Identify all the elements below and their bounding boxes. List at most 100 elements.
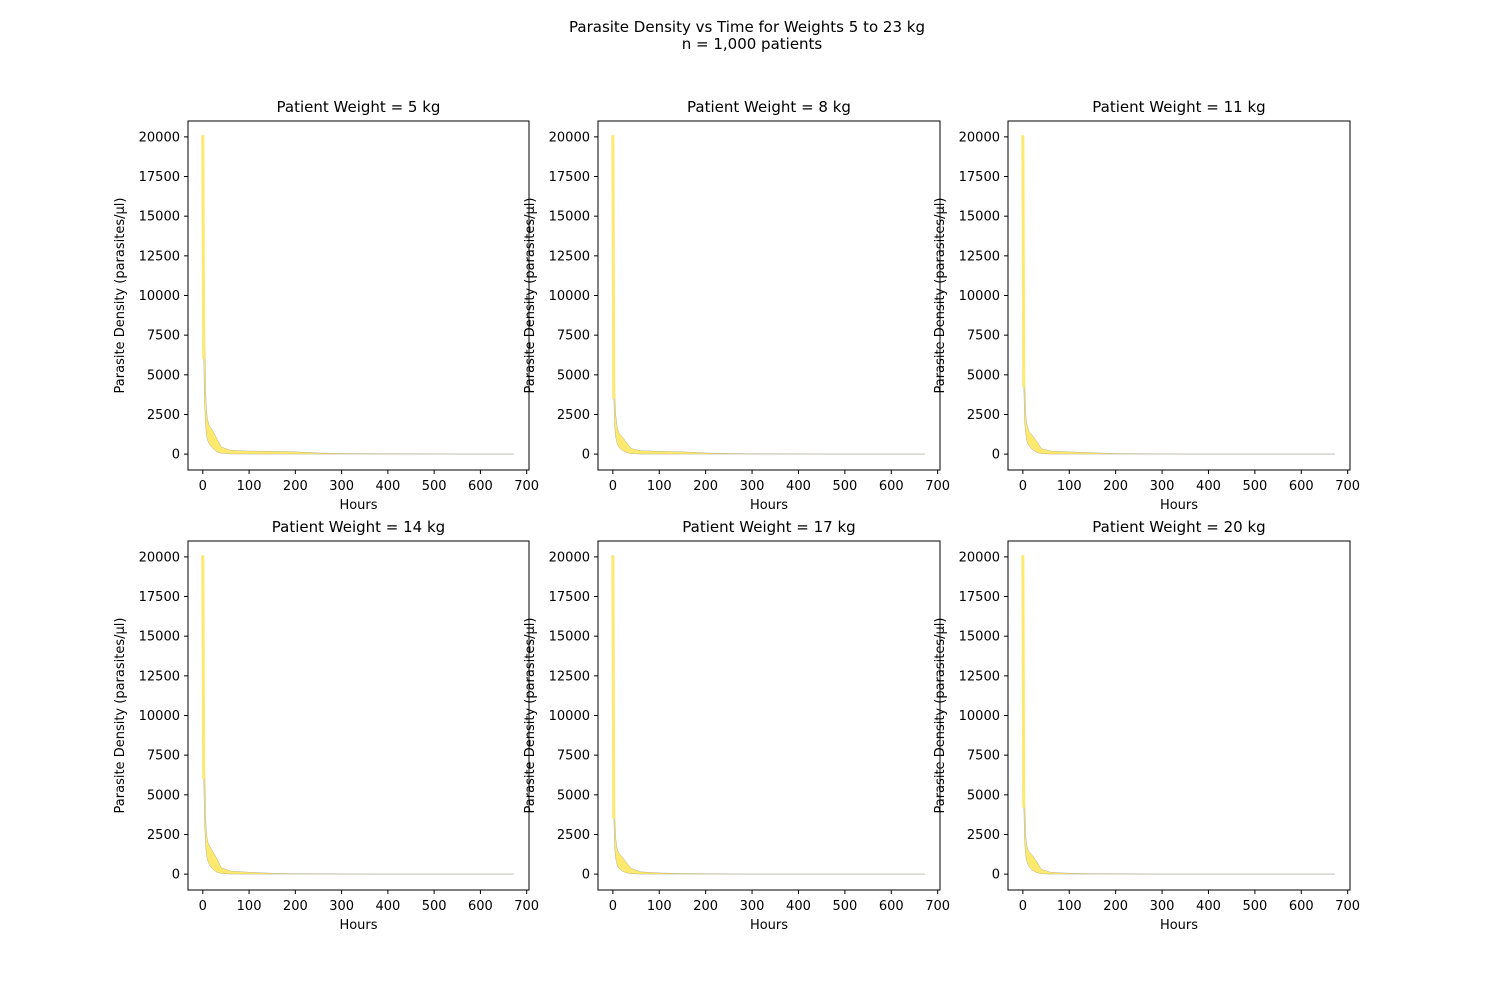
y-tick-label: 10000 [549,709,590,724]
y-axis-label: Parasite Density (parasites/µl) [933,198,948,394]
figure-subtitle: n = 1,000 patients [682,35,823,53]
x-tick-label: 700 [1335,899,1360,914]
x-tick-label: 600 [468,479,493,494]
initial-spike [611,135,616,399]
y-tick-label: 0 [172,448,180,463]
density-lower-edge [1022,279,1335,455]
y-tick-label: 10000 [139,289,180,304]
x-tick-label: 100 [647,479,672,494]
x-tick-label: 300 [1150,479,1175,494]
x-tick-label: 300 [740,899,765,914]
x-tick-label: 600 [1289,899,1314,914]
y-tick-label: 15000 [549,210,590,225]
initial-spike [1021,135,1026,388]
x-tick-label: 400 [1196,479,1221,494]
x-tick-label: 400 [786,899,811,914]
x-tick-label: 600 [1289,479,1314,494]
x-tick-label: 400 [375,899,400,914]
y-tick-label: 10000 [959,289,1000,304]
x-tick-label: 700 [514,479,539,494]
y-tick-label: 7500 [557,749,590,764]
y-tick-label: 12500 [549,669,590,684]
x-tick-label: 100 [237,479,262,494]
x-tick-label: 0 [199,899,207,914]
subplot: Patient Weight = 8 kg 0 100 200 300 400 500 600… [523,98,950,513]
x-tick-label: 700 [1335,479,1360,494]
y-axis-label: Parasite Density (parasites/µl) [113,618,128,814]
density-lower-edge [612,747,925,875]
y-tick-label: 17500 [139,590,180,605]
y-tick-label: 7500 [557,329,590,344]
y-tick-label: 17500 [549,170,590,185]
density-lower-edge [202,559,514,875]
y-tick-label: 5000 [147,788,180,803]
subplot-title: Patient Weight = 20 kg [1092,518,1265,536]
x-tick-label: 100 [647,899,672,914]
y-tick-label: 20000 [139,550,180,565]
y-tick-label: 2500 [967,408,1000,423]
y-tick-label: 12500 [959,669,1000,684]
x-tick-label: 600 [879,899,904,914]
y-tick-label: 2500 [147,828,180,843]
subplot: Patient Weight = 11 kg 0 100 200 300 400 500 60… [933,98,1360,513]
x-tick-label: 200 [283,899,308,914]
x-tick-label: 100 [1057,479,1082,494]
x-tick-label: 700 [514,899,539,914]
y-tick-label: 17500 [549,590,590,605]
y-tick-label: 12500 [549,249,590,264]
y-tick-label: 15000 [139,210,180,225]
subplot-title: Patient Weight = 17 kg [682,518,855,536]
y-tick-label: 12500 [139,249,180,264]
y-tick-label: 20000 [549,550,590,565]
density-upper-edge [202,135,514,455]
density-lower-edge [1022,699,1335,875]
x-tick-label: 500 [1242,479,1267,494]
y-tick-label: 15000 [549,630,590,645]
subplot-title: Patient Weight = 5 kg [277,98,441,116]
x-tick-label: 600 [879,479,904,494]
initial-spike [201,135,206,359]
initial-spike [1021,555,1026,808]
x-tick-label: 300 [329,899,354,914]
subplot-title: Patient Weight = 11 kg [1092,98,1265,116]
subplot-grid: Patient Weight = 5 kg 0 100 200 300 400 500 600… [113,98,1360,933]
x-axis-label: Hours [339,918,377,933]
y-tick-label: 7500 [967,329,1000,344]
x-tick-label: 0 [1019,479,1027,494]
y-tick-label: 17500 [959,590,1000,605]
subplot-title: Patient Weight = 14 kg [272,518,445,536]
y-tick-label: 2500 [557,828,590,843]
y-tick-label: 0 [992,868,1000,883]
y-tick-label: 7500 [147,329,180,344]
x-tick-label: 200 [1103,479,1128,494]
y-tick-label: 0 [582,448,590,463]
y-axis-label: Parasite Density (parasites/µl) [113,198,128,394]
subplot: Patient Weight = 17 kg 0 100 200 300 400 500 60… [523,518,950,933]
y-tick-label: 0 [172,868,180,883]
x-tick-label: 700 [925,479,950,494]
x-tick-label: 400 [1196,899,1221,914]
figure-title: Parasite Density vs Time for Weights 5 t… [569,18,925,36]
subplot: Patient Weight = 5 kg 0 100 200 300 400 500 600… [113,98,539,513]
y-tick-label: 20000 [139,130,180,145]
y-axis-label: Parasite Density (parasites/µl) [523,198,538,394]
x-tick-label: 700 [925,899,950,914]
subplot-title: Patient Weight = 8 kg [687,98,851,116]
y-tick-label: 12500 [959,249,1000,264]
y-tick-label: 5000 [967,788,1000,803]
x-axis-label: Hours [339,498,377,513]
x-tick-label: 0 [1019,899,1027,914]
y-tick-label: 5000 [557,368,590,383]
y-tick-label: 0 [992,448,1000,463]
y-tick-label: 10000 [959,709,1000,724]
x-tick-label: 600 [468,899,493,914]
x-tick-label: 0 [609,899,617,914]
y-tick-label: 20000 [549,130,590,145]
y-tick-label: 20000 [959,550,1000,565]
x-tick-label: 200 [693,899,718,914]
y-tick-label: 2500 [557,408,590,423]
y-tick-label: 7500 [967,749,1000,764]
y-tick-label: 2500 [147,408,180,423]
